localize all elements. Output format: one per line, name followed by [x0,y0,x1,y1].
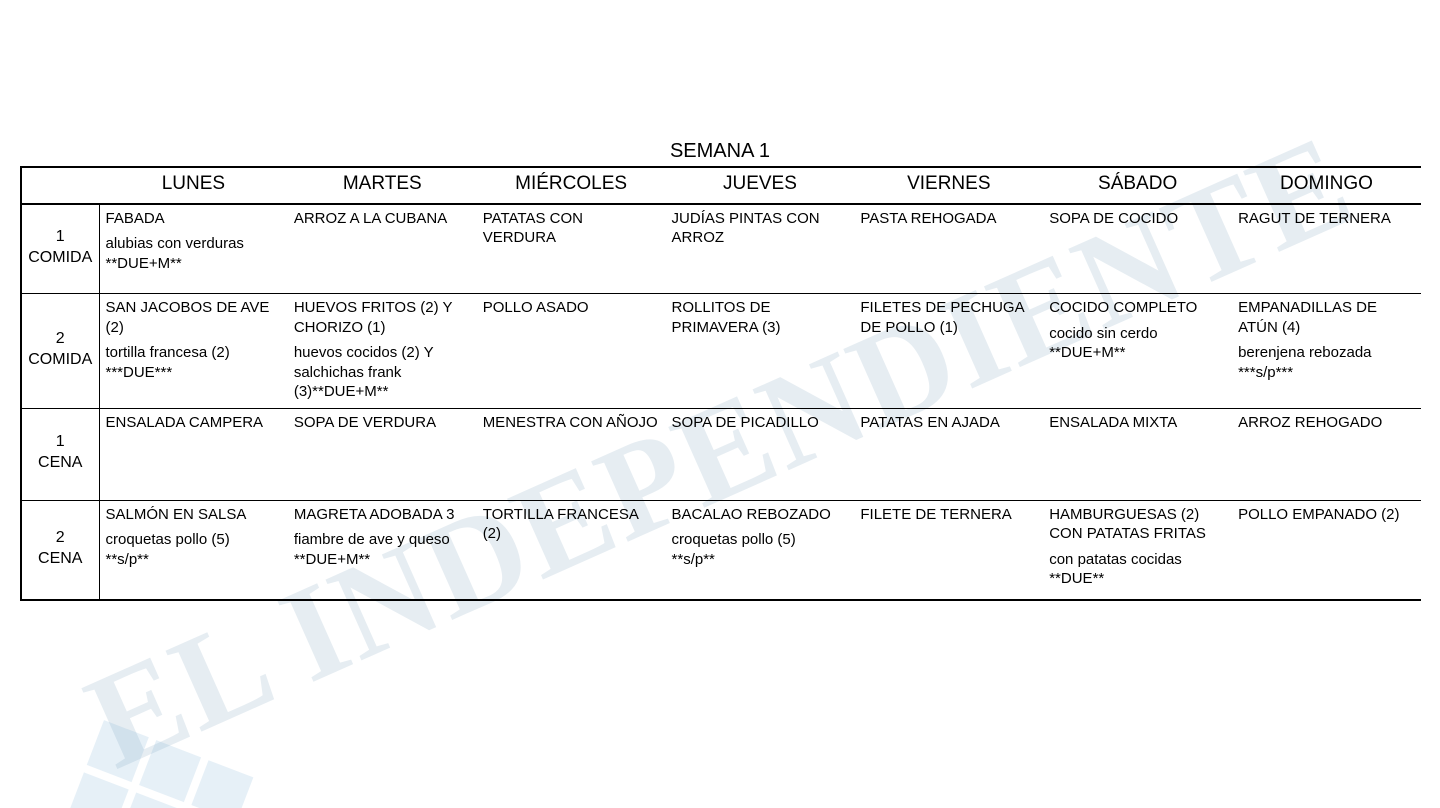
menu-cell: SALMÓN EN SALSA croquetas pollo (5)**s/p*… [99,500,288,600]
menu-cell: ARROZ A LA CUBANA [288,204,477,294]
menu-table: LUNES MARTES MIÉRCOLES JUEVES VIERNES SÁ… [20,166,1421,601]
table-row: 1 COMIDA FABADA alubias con verduras**DUE+… [21,204,1421,294]
menu-cell-main: COCIDO COMPLETO [1049,298,1226,318]
menu-cell-sub: croquetas pollo (5) [672,530,849,550]
row-label: 1 COMIDA [21,204,99,294]
table-corner [21,167,99,204]
menu-cell-note: **s/p** [672,550,849,570]
menu-cell-note: ***DUE*** [106,363,282,383]
row-label: 2 COMIDA [21,294,99,409]
menu-cell-sub: huevos cocidos (2) Y salchichas frank (3… [294,343,471,402]
menu-cell-main: ENSALADA CAMPERA [106,413,282,433]
menu-cell-main: MENESTRA CON AÑOJO [483,413,660,433]
menu-cell: PASTA REHOGADA [854,204,1043,294]
menu-cell-note: **DUE+M** [1049,343,1226,363]
menu-cell: SOPA DE COCIDO [1043,204,1232,294]
day-header: DOMINGO [1232,167,1421,204]
menu-cell: RAGUT DE TERNERA [1232,204,1421,294]
menu-cell-main: FILETE DE TERNERA [860,505,1037,525]
menu-cell-main: TORTILLA FRANCESA (2) [483,505,660,544]
menu-cell-main: FABADA [106,209,282,229]
day-header: SÁBADO [1043,167,1232,204]
menu-cell-main: SOPA DE PICADILLO [672,413,849,433]
menu-cell: EMPANADILLAS DE ATÚN (4) berenjena reboza… [1232,294,1421,409]
page: EL INDEPENDIENTE SEMANA 1 LUNES MARTES M… [0,0,1440,808]
menu-cell: FILETES DE PECHUGA DE POLLO (1) [854,294,1043,409]
menu-cell-main: ROLLITOS DE PRIMAVERA (3) [672,298,849,337]
menu-cell-main: SALMÓN EN SALSA [106,505,282,525]
menu-cell: MENESTRA CON AÑOJO [477,408,666,500]
menu-cell-main: SOPA DE COCIDO [1049,209,1226,229]
menu-cell-main: RAGUT DE TERNERA [1238,209,1415,229]
menu-cell: PATATAS CON VERDURA [477,204,666,294]
menu-cell: MAGRETA ADOBADA 3 fiambre de ave y queso*… [288,500,477,600]
menu-cell: PATATAS EN AJADA [854,408,1043,500]
menu-cell: POLLO EMPANADO (2) [1232,500,1421,600]
menu-cell: HUEVOS FRITOS (2) Y CHORIZO (1) huevos co… [288,294,477,409]
menu-cell-main: PATATAS EN AJADA [860,413,1037,433]
menu-cell-sub: con patatas cocidas [1049,550,1226,570]
menu-cell-sub: tortilla francesa (2) [106,343,282,363]
menu-cell: ENSALADA MIXTA [1043,408,1232,500]
table-row: 2 CENA SALMÓN EN SALSA croquetas pollo (5)… [21,500,1421,600]
menu-cell: SOPA DE VERDURA [288,408,477,500]
table-row: 1 CENA ENSALADA CAMPERA SOPA DE VERDURA MEN… [21,408,1421,500]
menu-cell-main: HAMBURGUESAS (2) CON PATATAS FRITAS [1049,505,1226,544]
row-label: 1 CENA [21,408,99,500]
menu-cell-sub: croquetas pollo (5) [106,530,282,550]
menu-cell-note: **DUE+M** [106,254,282,274]
table-header-row: LUNES MARTES MIÉRCOLES JUEVES VIERNES SÁ… [21,167,1421,204]
menu-cell-note: ***s/p*** [1238,363,1415,383]
menu-cell-main: MAGRETA ADOBADA 3 [294,505,471,525]
menu-cell: ARROZ REHOGADO [1232,408,1421,500]
menu-cell-main: POLLO ASADO [483,298,660,318]
menu-cell-sub: alubias con verduras [106,234,282,254]
menu-cell-main: HUEVOS FRITOS (2) Y CHORIZO (1) [294,298,471,337]
menu-cell-note: **DUE+M** [294,550,471,570]
day-header: JUEVES [666,167,855,204]
menu-cell-main: ARROZ REHOGADO [1238,413,1415,433]
menu-cell-note: **DUE** [1049,569,1226,589]
row-label: 2 CENA [21,500,99,600]
menu-cell-main: BACALAO REBOZADO [672,505,849,525]
menu-cell-main: ENSALADA MIXTA [1049,413,1226,433]
page-title: SEMANA 1 [0,140,1440,163]
menu-cell-main: EMPANADILLAS DE ATÚN (4) [1238,298,1415,337]
menu-cell-note: **s/p** [106,550,282,570]
menu-cell: ENSALADA CAMPERA [99,408,288,500]
table-row: 2 COMIDASAN JACOBOS DE AVE (2) tortilla f… [21,294,1421,409]
menu-cell-main: SOPA DE VERDURA [294,413,471,433]
menu-cell: ROLLITOS DE PRIMAVERA (3) [666,294,855,409]
menu-cell: FILETE DE TERNERA [854,500,1043,600]
menu-cell-sub: cocido sin cerdo [1049,324,1226,344]
menu-cell-main: ARROZ A LA CUBANA [294,209,471,229]
menu-cell: JUDÍAS PINTAS CON ARROZ [666,204,855,294]
menu-cell-main: JUDÍAS PINTAS CON ARROZ [672,209,849,248]
menu-cell: BACALAO REBOZADO croquetas pollo (5)**s/p… [666,500,855,600]
menu-cell-main: POLLO EMPANADO (2) [1238,505,1415,525]
menu-cell: SAN JACOBOS DE AVE (2) tortilla francesa … [99,294,288,409]
menu-cell: COCIDO COMPLETO cocido sin cerdo**DUE+M** [1043,294,1232,409]
day-header: MIÉRCOLES [477,167,666,204]
menu-cell-sub: berenjena rebozada [1238,343,1415,363]
day-header: VIERNES [854,167,1043,204]
menu-cell-main: FILETES DE PECHUGA DE POLLO (1) [860,298,1037,337]
menu-cell: SOPA DE PICADILLO [666,408,855,500]
menu-cell-main: PATATAS CON VERDURA [483,209,660,248]
day-header: LUNES [99,167,288,204]
menu-cell-main: PASTA REHOGADA [860,209,1037,229]
day-header: MARTES [288,167,477,204]
table-body: 1 COMIDAFABADAalubias con verduras**DUE+… [21,204,1421,601]
menu-cell: FABADA alubias con verduras**DUE+M** [99,204,288,294]
menu-cell: TORTILLA FRANCESA (2) [477,500,666,600]
menu-cell-sub: fiambre de ave y queso [294,530,471,550]
menu-cell-main: SAN JACOBOS DE AVE (2) [106,298,282,337]
menu-cell: HAMBURGUESAS (2) CON PATATAS FRITAS con p… [1043,500,1232,600]
menu-cell: POLLO ASADO [477,294,666,409]
watermark-logo-icon [47,721,254,808]
